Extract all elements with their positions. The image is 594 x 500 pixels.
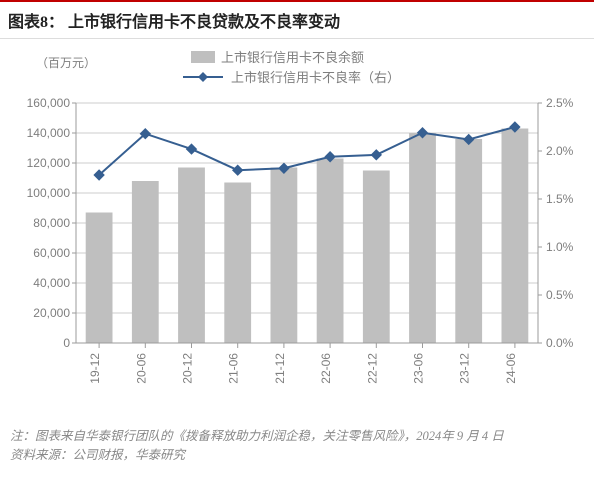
line-marker (187, 144, 197, 154)
svg-text:0.0%: 0.0% (546, 336, 574, 350)
chart-area: 0 20,000 40,000 60,000 80,000 100,000 120,000 1… (8, 43, 584, 423)
footnote: 注：图表来自华泰银行团队的《拨备释放助力利润企稳，关注零售风险》，2024年 9… (0, 423, 594, 465)
x-category-label: 24-06 (504, 353, 518, 384)
svg-text:160,000: 160,000 (27, 96, 71, 110)
note-line-1: 注：图表来自华泰银行团队的《拨备释放助力利润企稳，关注零售风险》，2024年 9… (10, 427, 584, 446)
svg-text:1.0%: 1.0% (546, 240, 574, 254)
line-marker (371, 150, 381, 160)
figure-title: 图表8： 上市银行信用卡不良贷款及不良率变动 (0, 0, 594, 39)
bar (317, 159, 344, 344)
bar (455, 139, 482, 343)
x-category-label: 22-06 (319, 353, 333, 384)
svg-text:0: 0 (63, 336, 70, 350)
svg-text:20,000: 20,000 (33, 306, 70, 320)
svg-text:80,000: 80,000 (33, 216, 70, 230)
svg-text:2.0%: 2.0% (546, 144, 574, 158)
x-category-label: 23-12 (458, 353, 472, 384)
bar (132, 181, 159, 343)
legend-bar-label: 上市银行信用卡不良余额 (221, 50, 364, 65)
x-category-label: 22-12 (365, 353, 379, 384)
bar (363, 171, 390, 344)
line-series (99, 127, 515, 175)
bar (178, 168, 205, 344)
svg-text:1.5%: 1.5% (546, 192, 574, 206)
y1-unit-label: （百万元） (36, 56, 96, 70)
bar (409, 133, 436, 343)
x-category-label: 19-12 (88, 353, 102, 384)
svg-text:2.5%: 2.5% (546, 96, 574, 110)
svg-text:100,000: 100,000 (27, 186, 71, 200)
x-category-label: 21-06 (227, 353, 241, 384)
svg-text:40,000: 40,000 (33, 276, 70, 290)
figure-container: 图表8： 上市银行信用卡不良贷款及不良率变动 0 20,000 40,000 60,0… (0, 0, 594, 500)
bar (224, 183, 251, 344)
bar (502, 129, 529, 344)
svg-text:0.5%: 0.5% (546, 288, 574, 302)
bar (86, 213, 113, 344)
line-marker (233, 165, 243, 175)
legend-bar-swatch (191, 51, 215, 63)
figure-label: 图表8： (8, 14, 64, 31)
svg-text:120,000: 120,000 (27, 156, 71, 170)
bar (271, 168, 298, 344)
x-category-label: 20-06 (134, 353, 148, 384)
svg-text:60,000: 60,000 (33, 246, 70, 260)
legend-line-label: 上市银行信用卡不良率（右） (231, 70, 400, 85)
title-text: 上市银行信用卡不良贷款及不良率变动 (68, 14, 340, 31)
note-line-2: 资料来源：公司财报，华泰研究 (10, 446, 584, 465)
svg-text:140,000: 140,000 (27, 126, 71, 140)
combo-chart: 0 20,000 40,000 60,000 80,000 100,000 120,000 1… (8, 43, 584, 423)
x-category-label: 23-06 (412, 353, 426, 384)
x-category-label: 20-12 (181, 353, 195, 384)
x-category-label: 21-12 (273, 353, 287, 384)
